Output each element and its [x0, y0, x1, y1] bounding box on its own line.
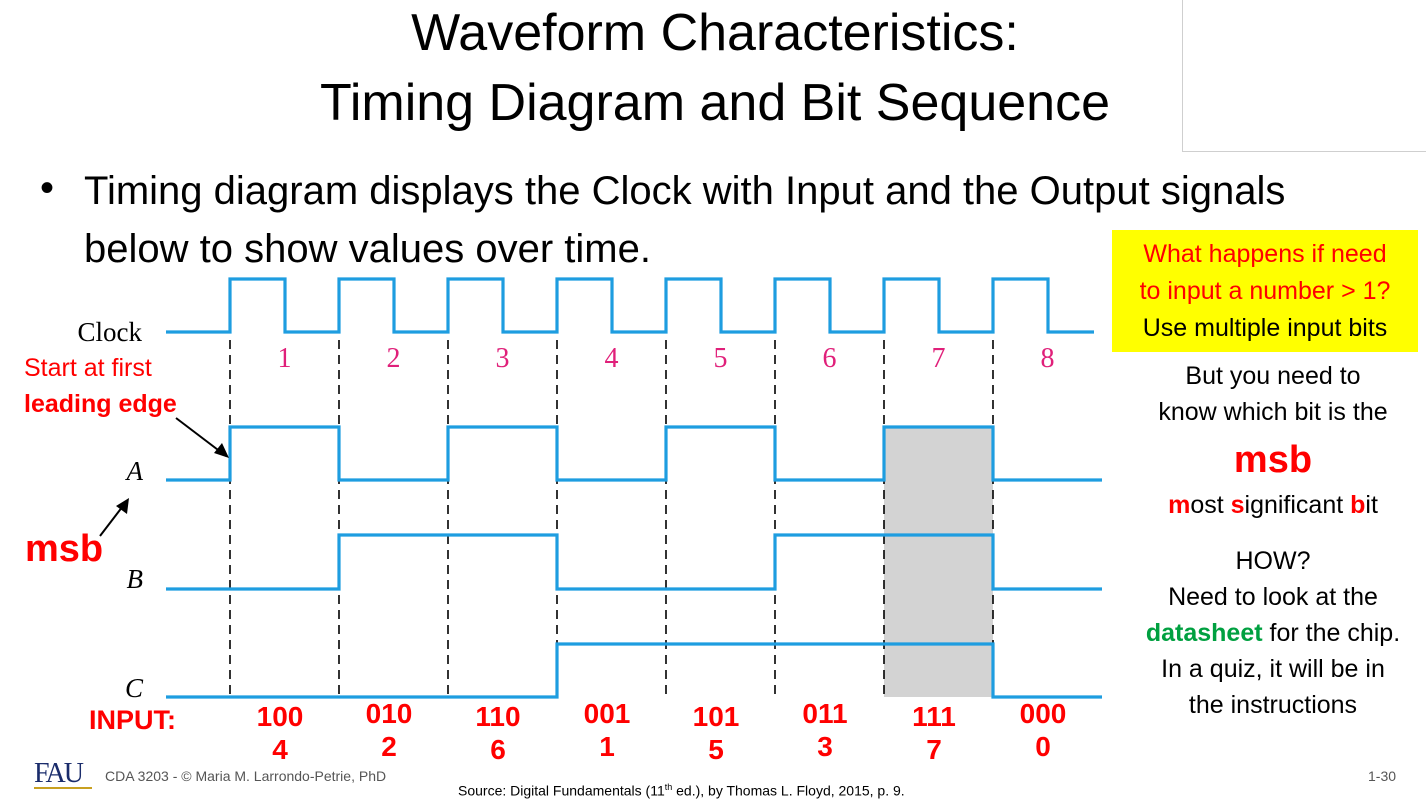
side-datasheet-line: datasheet for the chip. — [1118, 615, 1426, 651]
input-label: INPUT: — [89, 705, 176, 735]
side-line1: But you need to — [1185, 362, 1361, 390]
input-bits-8: 000 — [1019, 698, 1067, 729]
logo-underline — [34, 787, 92, 789]
msb-label-left: msb — [25, 528, 104, 570]
callout-question-line2: to input a number > 1? — [1139, 277, 1391, 305]
input-decimal-8: 0 — [1035, 731, 1051, 762]
input-bits-7: 111 — [912, 701, 956, 732]
signal-b-label: B — [127, 564, 144, 594]
msb-m: m — [1168, 491, 1191, 519]
pulse-number-2: 2 — [387, 343, 401, 374]
corner-frame — [1182, 0, 1426, 152]
bullet-text: Timing diagram displays the Clock with I… — [84, 169, 1286, 271]
side-how: HOW? — [1235, 547, 1311, 575]
datasheet-word: datasheet — [1145, 619, 1263, 647]
input-decimal-5: 5 — [708, 734, 724, 765]
course-credit: CDA 3203 - © Maria M. Larrondo-Petrie, P… — [105, 768, 387, 784]
side-instructions: the instructions — [1188, 691, 1358, 719]
msb-s: s — [1230, 491, 1245, 519]
side-msb-expansion: most significant bit — [1118, 487, 1426, 523]
bullet-dot: • — [40, 166, 55, 210]
pulse-number-8: 8 — [1041, 343, 1055, 374]
callout-box — [1112, 230, 1418, 352]
input-bits-2: 010 — [365, 698, 413, 729]
start-note-line1: Start at first — [24, 354, 152, 382]
input-decimal-1: 4 — [272, 734, 288, 765]
input-bits-6: 011 — [802, 698, 848, 729]
input-decimal-4: 1 — [599, 731, 615, 762]
pulse-number-5: 5 — [714, 343, 728, 374]
msb-ost: ost — [1190, 491, 1231, 519]
input-bits-3: 110 — [475, 701, 521, 732]
waveform-b — [166, 533, 1102, 591]
callout-answer: Use multiple input bits — [1142, 314, 1388, 342]
side-line2: know which bit is the — [1158, 398, 1388, 426]
slide-number: 1-30 — [1368, 768, 1397, 784]
side-msb: msb — [1233, 439, 1313, 481]
msb-arrowhead — [116, 498, 129, 514]
pulse-number-4: 4 — [605, 343, 619, 374]
slide-title-line1: Waveform Characteristics: — [411, 4, 1019, 62]
signal-c-label: C — [125, 673, 144, 703]
pulse-number-1: 1 — [278, 343, 292, 374]
msb-it: it — [1365, 491, 1378, 519]
pulse-number-6: 6 — [823, 343, 837, 374]
start-note-line2: leading edge — [24, 390, 177, 418]
callout-question-line1: What happens if need — [1143, 240, 1387, 268]
clock-label: Clock — [78, 317, 143, 347]
input-bits-5: 101 — [692, 701, 740, 732]
waveform-a — [166, 425, 1102, 482]
signal-a-label: A — [125, 456, 144, 486]
input-bits-4: 001 — [583, 698, 631, 729]
input-decimal-2: 2 — [381, 731, 397, 762]
input-bits-1: 100 — [256, 701, 304, 732]
pulse-number-3: 3 — [496, 343, 510, 374]
for-chip: for the chip. — [1262, 619, 1401, 647]
msb-ignificant: ignificant — [1244, 491, 1351, 519]
side-need: Need to look at the — [1168, 583, 1378, 611]
clock-waveform — [166, 277, 1094, 334]
input-decimal-6: 3 — [817, 731, 833, 762]
source-citation: Source: Digital Fundamentals (11th ed.),… — [458, 782, 905, 799]
slide-title-line2: Timing Diagram and Bit Sequence — [319, 74, 1111, 132]
fau-logo: FAU — [34, 758, 84, 789]
input-decimal-7: 7 — [926, 734, 942, 765]
msb-b: b — [1350, 491, 1366, 519]
highlight-period — [884, 427, 993, 697]
waveform-c — [166, 642, 1102, 699]
side-quiz: In a quiz, it will be in — [1161, 655, 1385, 683]
pulse-number-7: 7 — [932, 343, 946, 374]
input-decimal-3: 6 — [490, 734, 506, 765]
leading-edge-arrowhead — [214, 443, 229, 458]
